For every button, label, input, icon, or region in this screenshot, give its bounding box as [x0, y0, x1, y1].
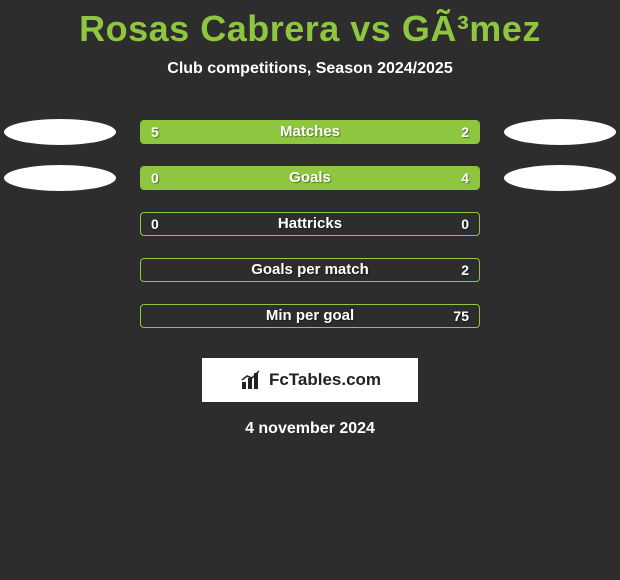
stat-label: Min per goal: [141, 305, 479, 327]
right-avatar-ellipse: [504, 119, 616, 145]
right-value: 75: [443, 305, 479, 327]
stat-row: Goals per match 2: [0, 258, 620, 282]
stat-label: Hattricks: [141, 213, 479, 235]
stat-bar: Goals per match 2: [140, 258, 480, 282]
right-value: 2: [451, 259, 479, 281]
right-value: 4: [451, 167, 479, 189]
stat-bar: 0 Goals 4: [140, 166, 480, 190]
stat-label: Goals per match: [141, 259, 479, 281]
stat-bar: Min per goal 75: [140, 304, 480, 328]
stat-bar: 5 Matches 2: [140, 120, 480, 144]
right-value: 2: [451, 121, 479, 143]
stat-row: Min per goal 75: [0, 304, 620, 328]
page-title: Rosas Cabrera vs GÃ³mez: [0, 0, 620, 50]
logo-text: FcTables.com: [269, 370, 381, 390]
stat-label: Matches: [141, 121, 479, 143]
fctables-logo: FcTables.com: [202, 358, 418, 402]
left-avatar-ellipse: [4, 119, 116, 145]
comparison-rows: 5 Matches 2 0 Goals 4 0 Hattricks 0: [0, 120, 620, 328]
stat-label: Goals: [141, 167, 479, 189]
chart-icon: [239, 368, 263, 392]
stat-bar: 0 Hattricks 0: [140, 212, 480, 236]
stat-row: 0 Hattricks 0: [0, 212, 620, 236]
right-value: 0: [451, 213, 479, 235]
left-avatar-ellipse: [4, 165, 116, 191]
page-subtitle: Club competitions, Season 2024/2025: [0, 60, 620, 78]
stat-row: 5 Matches 2: [0, 120, 620, 144]
right-avatar-ellipse: [504, 165, 616, 191]
date-text: 4 november 2024: [0, 420, 620, 438]
stat-row: 0 Goals 4: [0, 166, 620, 190]
